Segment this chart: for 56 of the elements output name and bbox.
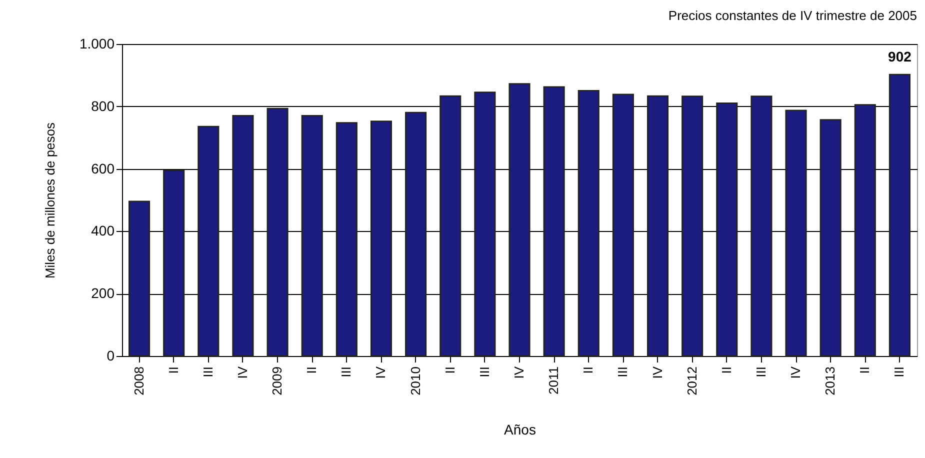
x-tick-label: III [615,366,630,378]
x-tick-label: 2009 [270,366,285,396]
x-tick-label: 2011 [546,366,562,394]
bar [716,102,738,357]
bar [405,112,427,357]
y-tick-label: 0 [106,348,115,364]
x-tick-label: III [892,366,907,378]
bar [854,104,876,357]
bar [336,122,358,357]
x-tick-label: II [442,366,458,374]
x-tick-label: II [718,366,734,374]
bar [682,96,704,357]
x-tick-label: II [857,366,872,374]
y-tick-label: 200 [91,285,115,302]
x-tick-label: III [200,366,216,378]
x-tick-label: II [166,366,181,374]
y-tick-label: 800 [91,98,115,114]
x-tick-label: IV [650,366,665,379]
bar [820,119,842,357]
x-tick-label: IV [234,366,250,379]
y-tick-label: 1.000 [79,36,115,52]
x-tick-label: III [753,366,768,378]
bar [785,110,807,357]
bar [440,95,462,357]
bar [128,200,150,357]
x-tick-label: 2010 [408,366,423,396]
x-tick-label: III [476,366,492,378]
x-tick-label: 2013 [822,366,838,396]
x-tick-label: IV [512,366,526,379]
bar [198,126,220,357]
y-tick-label: 600 [91,160,115,176]
bar [646,95,669,357]
data-label: 902 [888,48,912,65]
x-tick-label: 2012 [684,366,700,396]
bar [612,94,634,357]
bar [543,86,565,357]
x-tick-label: II [580,366,596,374]
bar [578,90,600,357]
bar [888,74,910,357]
x-tick-label: III [338,366,354,378]
x-tick-label: IV [373,366,388,379]
bar [750,96,772,357]
bar [508,83,530,357]
x-tick-label: 2008 [131,366,146,396]
chart-title: Precios constantes de IV trimestre de 2005 [668,8,917,23]
x-tick-label: II [304,366,320,374]
bar [301,115,323,357]
x-tick-label: IV [788,366,804,379]
y-axis-title: Miles de millones de pesos [42,122,58,279]
y-tick-label: 400 [91,222,115,239]
bar [370,120,392,357]
bar [474,92,496,357]
bar [163,170,185,357]
x-axis-title: Años [504,421,536,438]
bar [266,108,288,357]
bar [232,115,254,357]
